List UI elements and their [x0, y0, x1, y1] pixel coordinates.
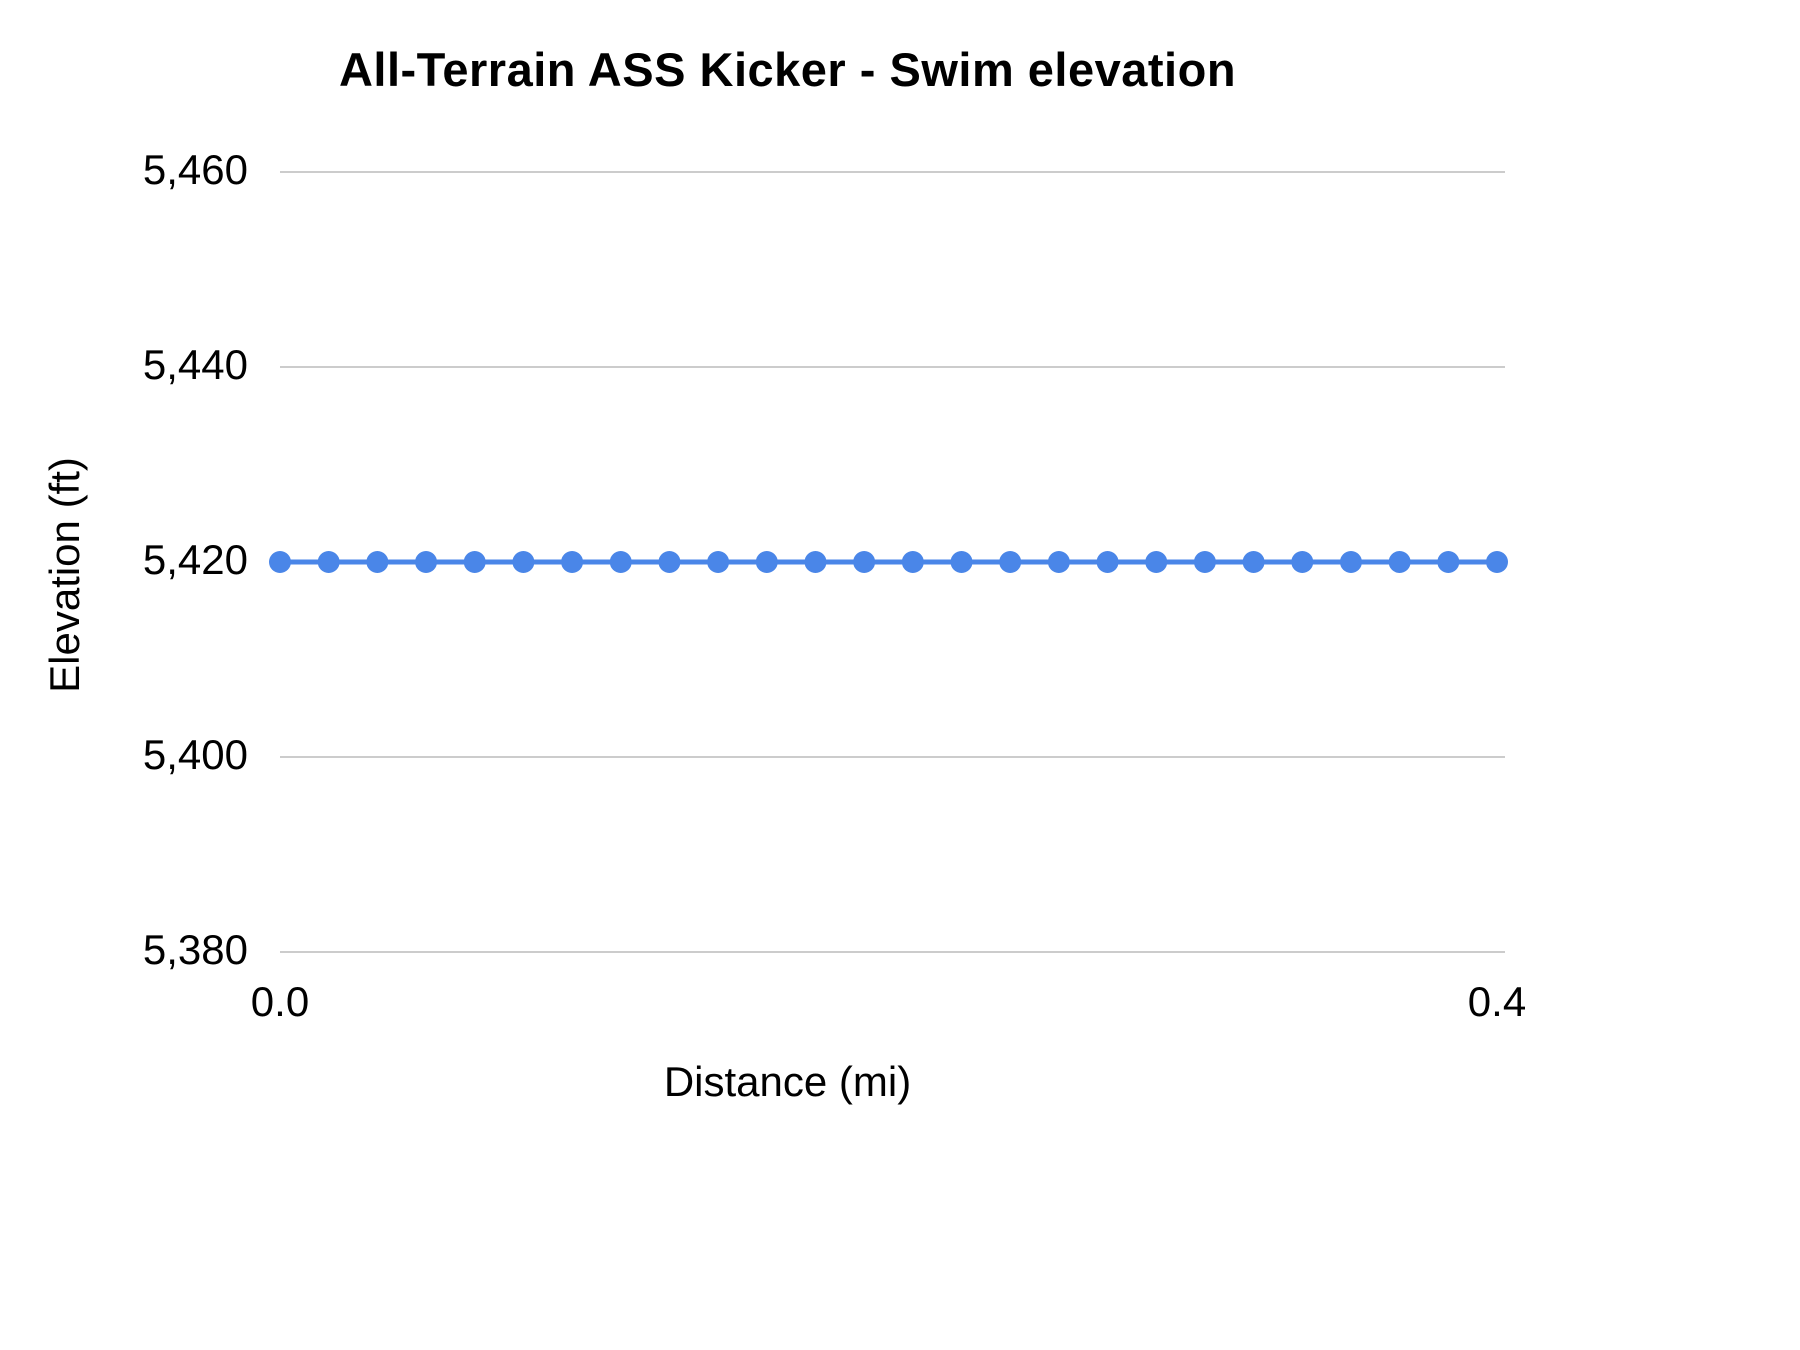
x-tick-label: 0.4	[1467, 978, 1527, 1025]
x-tick-label: 0.0	[250, 978, 310, 1025]
data-point-marker	[950, 551, 973, 573]
y-tick-label: 5,420	[142, 536, 248, 583]
data-point-marker	[366, 551, 389, 573]
data-point-marker	[707, 551, 730, 573]
data-point-marker	[317, 551, 340, 573]
data-point-marker	[415, 551, 438, 573]
data-point-marker	[1437, 551, 1460, 573]
data-point-marker	[463, 551, 486, 573]
x-axis-title: Distance (mi)	[663, 1058, 912, 1105]
data-point-marker	[999, 551, 1022, 573]
data-point-marker	[1388, 551, 1411, 573]
data-point-marker	[512, 551, 535, 573]
data-point-marker	[1291, 551, 1314, 573]
data-point-marker	[1047, 551, 1070, 573]
data-point-marker	[1096, 551, 1119, 573]
data-point-marker	[1242, 551, 1265, 573]
data-point-marker	[1193, 551, 1216, 573]
data-point-marker	[901, 551, 924, 573]
data-point-marker	[1339, 551, 1362, 573]
data-point-marker	[658, 551, 681, 573]
y-tick-label: 5,440	[142, 341, 248, 388]
chart-title: All-Terrain ASS Kicker - Swim elevation	[338, 43, 1237, 96]
data-point-marker	[561, 551, 584, 573]
y-tick-label: 5,460	[142, 146, 248, 193]
y-tick-label: 5,400	[142, 731, 248, 778]
data-point-marker	[853, 551, 876, 573]
data-point-marker	[755, 551, 778, 573]
data-point-marker	[269, 551, 291, 573]
data-point-marker	[804, 551, 827, 573]
data-point-marker	[1145, 551, 1168, 573]
data-point-marker	[1486, 551, 1508, 573]
data-point-marker	[609, 551, 632, 573]
y-tick-label: 5,380	[142, 926, 248, 973]
